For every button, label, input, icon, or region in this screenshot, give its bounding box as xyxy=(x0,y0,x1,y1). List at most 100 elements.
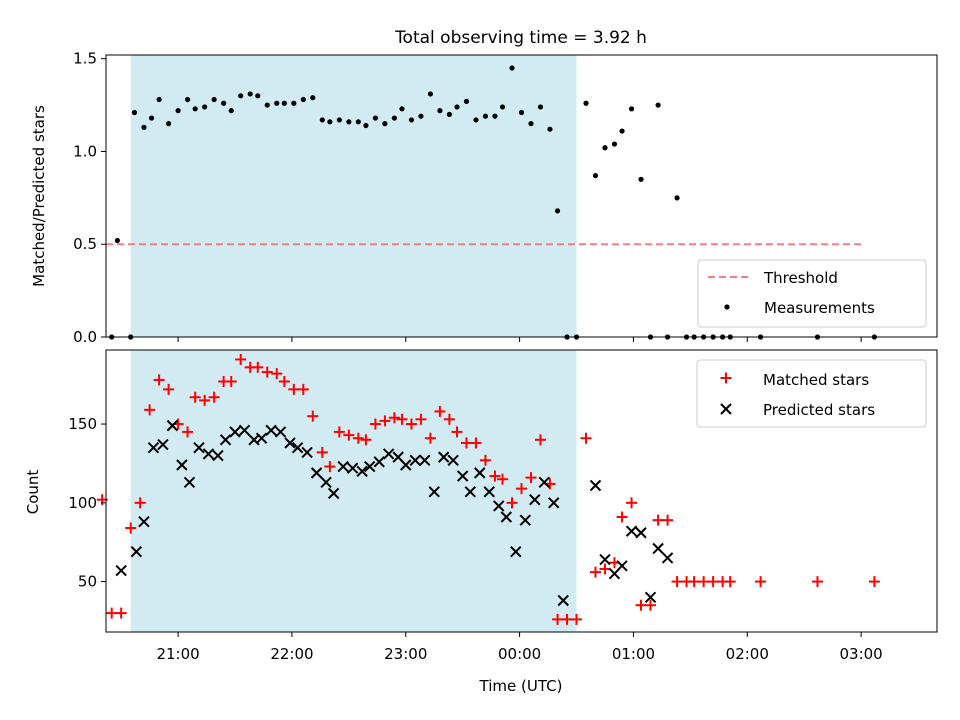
measurement-point-9 xyxy=(184,96,191,103)
measurement-point-39 xyxy=(454,104,460,110)
predicted-point-23 xyxy=(327,487,340,500)
predicted-point-25 xyxy=(346,462,359,474)
measurement-point-17 xyxy=(255,93,261,99)
predicted-point-18-b xyxy=(284,437,296,449)
matched-point-12 xyxy=(208,391,220,403)
count-x-ticks: 21:00 22:00 23:00 00:00 01:00 02:00 03:00 xyxy=(156,632,883,663)
measurement-point-32 xyxy=(391,115,397,121)
ratio-ytick-label-1: 0.5 xyxy=(73,235,97,253)
count-legend: Matched stars Predicted stars xyxy=(696,359,927,428)
predicted-point-48-b xyxy=(557,594,569,607)
matched-point-67 xyxy=(707,576,719,588)
predicted-point-56 xyxy=(652,542,664,555)
measurement-point-57 xyxy=(619,128,625,134)
matched-point-19 xyxy=(271,368,283,380)
measurement-point-29 xyxy=(363,122,369,129)
measurement-point-49 xyxy=(547,126,553,132)
measurement-point-23 xyxy=(310,95,316,101)
ratio-legend-measurement-swatch xyxy=(724,304,730,310)
measurement-point-42 xyxy=(482,113,489,119)
predicted-point-10 xyxy=(212,449,224,462)
predicted-point-47 xyxy=(548,497,560,509)
measurement-point-7 xyxy=(166,121,172,127)
predicted-point-24 xyxy=(337,460,349,473)
measurement-point-53 xyxy=(583,100,589,106)
predicted-point-35-b xyxy=(438,451,450,463)
matched-point-32 xyxy=(388,412,400,424)
measurement-point-59 xyxy=(638,176,644,182)
matched-point-42 xyxy=(479,454,491,466)
measurement-point-13 xyxy=(221,100,227,106)
measurement-point-3 xyxy=(131,109,138,116)
predicted-point-0-b xyxy=(115,564,127,577)
measurement-point-38 xyxy=(446,111,453,117)
matched-point-41 xyxy=(470,437,482,449)
measurement-point-6 xyxy=(156,96,162,103)
legend-matched-marker xyxy=(720,372,732,384)
count-xtick-label-2: 23:00 xyxy=(384,645,427,663)
measurement-point-24 xyxy=(319,117,325,123)
matched-point-14 xyxy=(225,376,237,388)
predicted-point-11-b xyxy=(219,434,232,446)
measurement-point-34 xyxy=(408,117,415,123)
legend-predicted-marker-b xyxy=(720,403,732,415)
predicted-point-8-b xyxy=(193,441,205,454)
matched-point-71 xyxy=(811,576,823,588)
predicted-point-18 xyxy=(284,437,296,449)
matched-point-9 xyxy=(182,426,194,438)
predicted-point-28-b xyxy=(373,456,385,468)
predicted-point-12 xyxy=(229,426,241,438)
matched-point-66 xyxy=(698,576,710,588)
measurement-point-20 xyxy=(281,100,287,106)
matched-point-57 xyxy=(616,511,628,523)
predicted-point-41 xyxy=(493,500,505,512)
matched-point-43 xyxy=(489,470,501,482)
measurement-point-41 xyxy=(473,117,479,123)
ratio-observing-span xyxy=(130,55,577,337)
matched-point-48 xyxy=(534,434,546,446)
matched-point-23 xyxy=(307,410,319,422)
matched-point-30 xyxy=(369,418,381,430)
matched-point-40 xyxy=(460,437,472,449)
predicted-point-53 xyxy=(625,525,638,537)
predicted-point-46 xyxy=(538,476,550,489)
predicted-point-1 xyxy=(130,545,143,558)
predicted-point-2 xyxy=(138,516,150,528)
measurement-point-50 xyxy=(554,208,561,214)
ratio-legend: Threshold Measurements xyxy=(697,259,927,328)
matched-point-25 xyxy=(324,461,336,473)
ratio-y-axis-label: Matched/Predicted stars xyxy=(30,105,48,287)
matched-point-51 xyxy=(561,613,573,625)
predicted-point-31 xyxy=(400,459,412,471)
predicted-point-16 xyxy=(265,424,277,437)
predicted-point-50-b xyxy=(599,553,611,566)
predicted-point-54 xyxy=(635,527,647,539)
matched-point-39 xyxy=(451,426,463,438)
predicted-point-52-b xyxy=(616,560,628,572)
matched-point-33 xyxy=(396,413,408,425)
matched-point-35 xyxy=(415,413,427,425)
matched-point-61 xyxy=(652,514,664,526)
ratio-legend-box xyxy=(697,259,927,328)
measurement-point-14 xyxy=(228,108,234,114)
matched-point-11 xyxy=(199,394,211,406)
ratio-panel-frame xyxy=(105,54,938,338)
matched-point-69 xyxy=(724,576,736,588)
matched-point-28 xyxy=(352,432,364,444)
predicted-point-12-b xyxy=(229,426,241,438)
ratio-ytick-label-3: 1.5 xyxy=(73,50,97,68)
predicted-point-3-b xyxy=(147,441,160,454)
ratio-legend-threshold-label: Threshold xyxy=(763,269,838,287)
matched-point-17 xyxy=(252,361,264,373)
matched-point-31 xyxy=(379,415,391,427)
predicted-point-4-b xyxy=(157,438,169,451)
count-xtick-label-4: 01:00 xyxy=(612,645,655,663)
predicted-point-33 xyxy=(419,454,431,466)
measurement-point-4 xyxy=(141,124,147,130)
predicted-point-56-b xyxy=(652,542,664,555)
predicted-point-57-b xyxy=(661,552,674,564)
predicted-point-16-b xyxy=(265,424,277,437)
predicted-point-40-b xyxy=(483,486,495,498)
predicted-point-7-b xyxy=(183,476,196,489)
measurement-point-11 xyxy=(202,104,208,110)
